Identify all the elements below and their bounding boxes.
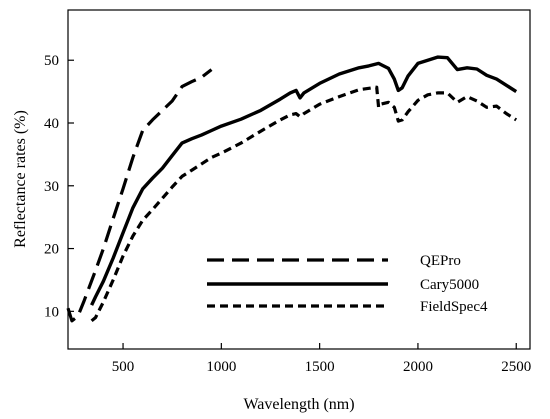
plot-frame: [67, 9, 531, 350]
x-tick-label: 2500: [501, 359, 531, 375]
series-line-fieldspec4: [90, 85, 518, 323]
series-line-qepro: [66, 68, 213, 323]
series-line-cary5000: [90, 55, 518, 306]
legend-label-fieldspec4: FieldSpec4: [420, 299, 488, 315]
y-tick-label: 10: [44, 304, 59, 320]
legend-label-qepro: QEPro: [420, 253, 461, 269]
y-axis-ticks: 10 20 30 40 50: [44, 53, 74, 320]
x-axis-title: Wavelength (nm): [243, 396, 354, 413]
y-tick-label: 40: [44, 116, 59, 132]
x-tick-label: 500: [112, 359, 135, 375]
x-tick-label: 1000: [206, 359, 236, 375]
x-axis-ticks: 500 1000 1500 2000 2500: [112, 343, 531, 375]
series-layer: [66, 55, 518, 323]
legend-label-cary5000: Cary5000: [420, 277, 479, 293]
legend: QEPro Cary5000 FieldSpec4: [207, 253, 488, 315]
y-tick-label: 20: [44, 242, 59, 258]
y-axis-title: Reflectance rates (%): [12, 110, 29, 248]
x-tick-label: 1500: [305, 359, 335, 375]
y-tick-label: 30: [44, 179, 59, 195]
y-tick-label: 50: [44, 53, 59, 69]
x-tick-label: 2000: [403, 359, 433, 375]
